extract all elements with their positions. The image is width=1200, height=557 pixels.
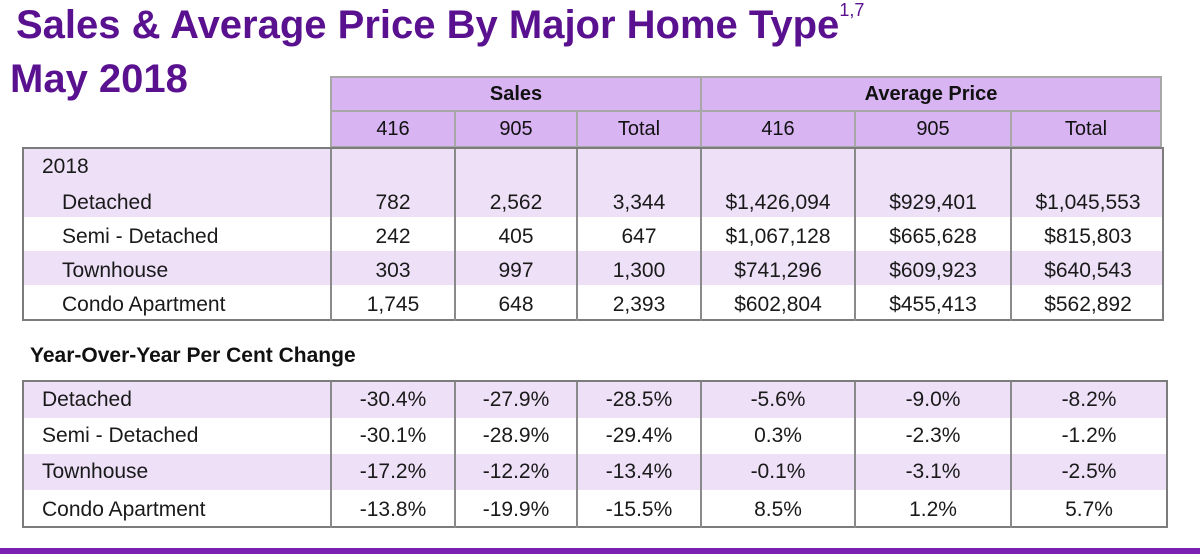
table-cell: 782	[375, 191, 411, 214]
column-header-label: 905	[916, 117, 950, 140]
column-header-label: 416	[761, 117, 795, 140]
column-header-price-416: 416	[700, 110, 856, 148]
table-cell: -28.9%	[482, 424, 550, 447]
row-band	[24, 149, 1162, 183]
column-header-price-905: 905	[854, 110, 1012, 148]
table-cell: 3,344	[612, 191, 666, 214]
table-cell: -8.2%	[1061, 388, 1117, 411]
table-cell: -15.5%	[605, 498, 673, 521]
table-cell: 1,300	[612, 259, 666, 282]
column-header-label: Total	[617, 117, 661, 140]
column-divider	[330, 382, 332, 528]
page-subtitle: May 2018	[10, 57, 188, 101]
column-header-label: Total	[1064, 117, 1108, 140]
column-divider	[330, 149, 332, 321]
table-cell: $640,543	[1044, 259, 1132, 282]
row-label-detached: Detached	[62, 191, 152, 214]
table-cell: $455,413	[889, 293, 977, 316]
table-cell: $815,803	[1044, 225, 1132, 248]
column-header-sales-416: 416	[330, 110, 456, 148]
table-cell: 8.5%	[754, 498, 802, 521]
table-cell: -2.3%	[905, 424, 961, 447]
table-cell: $929,401	[889, 191, 977, 214]
table-cell: 5.7%	[1065, 498, 1113, 521]
table-cell: 242	[375, 225, 411, 248]
table-cell: 1.2%	[909, 498, 957, 521]
table-cell: -5.6%	[750, 388, 806, 411]
column-divider	[1010, 149, 1012, 321]
row-label-townhouse: Townhouse	[62, 259, 169, 282]
table-cell: $741,296	[734, 259, 822, 282]
row-label-condo-apartment: Condo Apartment	[62, 293, 226, 316]
table-cell: -28.5%	[605, 388, 673, 411]
table-cell: -13.8%	[359, 498, 427, 521]
column-divider	[576, 149, 578, 321]
column-divider	[454, 149, 456, 321]
table-cell: $1,426,094	[725, 191, 831, 214]
column-header-sales-905: 905	[454, 110, 578, 148]
table-cell: $1,067,128	[725, 225, 831, 248]
table-cell: 2,393	[612, 293, 666, 316]
table-cell: -13.4%	[605, 460, 673, 483]
header-average-price-group: Average Price	[700, 76, 1162, 112]
column-header-label: 905	[499, 117, 533, 140]
yoy-table: Detached -30.4% -27.9% -28.5% -5.6% -9.0…	[22, 380, 1168, 528]
table-cell: -2.5%	[1061, 460, 1117, 483]
table-cell: -0.1%	[750, 460, 806, 483]
table-cell: 648	[498, 293, 534, 316]
table-cell: 303	[375, 259, 411, 282]
column-header-price-total: Total	[1010, 110, 1162, 148]
table-cell: $562,892	[1044, 293, 1132, 316]
table-cell: -29.4%	[605, 424, 673, 447]
table-cell: 1,745	[366, 293, 420, 316]
row-band	[24, 251, 1162, 285]
title-superscript: 1,7	[839, 0, 865, 20]
column-divider	[1010, 382, 1012, 528]
header-average-price-label: Average Price	[864, 82, 998, 105]
table-cell: -12.2%	[482, 460, 550, 483]
table-cell: $602,804	[734, 293, 822, 316]
table-cell: -19.9%	[482, 498, 550, 521]
bottom-accent-bar	[0, 548, 1200, 554]
table-cell: -30.1%	[359, 424, 427, 447]
page-title: Sales & Average Price By Major Home Type…	[16, 0, 865, 48]
column-header-label: 416	[376, 117, 410, 140]
table-cell: $1,045,553	[1035, 191, 1141, 214]
column-divider	[700, 382, 702, 528]
row-band	[24, 454, 1166, 490]
title-text: Sales & Average Price By Major Home Type	[16, 3, 840, 47]
table-cell: -30.4%	[359, 388, 427, 411]
header-sales-group: Sales	[330, 76, 702, 112]
row-band	[24, 382, 1166, 418]
yoy-section-title: Year-Over-Year Per Cent Change	[30, 344, 356, 367]
table-cell: 997	[498, 259, 534, 282]
table-cell: 2,562	[489, 191, 543, 214]
yoy-row-label-townhouse: Townhouse	[42, 460, 149, 483]
column-header-sales-total: Total	[576, 110, 702, 148]
table-cell: 405	[498, 225, 534, 248]
table-cell: 647	[621, 225, 657, 248]
table-cell: -3.1%	[905, 460, 961, 483]
year-label: 2018	[42, 155, 89, 178]
column-divider	[454, 382, 456, 528]
sales-table: 2018 Detached 782 2,562 3,344 $1,426,094…	[22, 147, 1164, 321]
column-divider	[576, 382, 578, 528]
table-cell: -27.9%	[482, 388, 550, 411]
yoy-row-label-semi-detached: Semi - Detached	[42, 424, 199, 447]
row-band	[24, 183, 1162, 217]
table-cell: -17.2%	[359, 460, 427, 483]
yoy-row-label-condo-apartment: Condo Apartment	[42, 498, 206, 521]
table-cell: 0.3%	[754, 424, 802, 447]
column-divider	[854, 149, 856, 321]
table-cell: -1.2%	[1061, 424, 1117, 447]
row-label-semi-detached: Semi - Detached	[62, 225, 219, 248]
table-cell: $609,923	[889, 259, 977, 282]
column-divider	[854, 382, 856, 528]
yoy-row-label-detached: Detached	[42, 388, 132, 411]
header-sales-label: Sales	[489, 82, 543, 105]
column-divider	[700, 149, 702, 321]
table-cell: -9.0%	[905, 388, 961, 411]
table-cell: $665,628	[889, 225, 977, 248]
